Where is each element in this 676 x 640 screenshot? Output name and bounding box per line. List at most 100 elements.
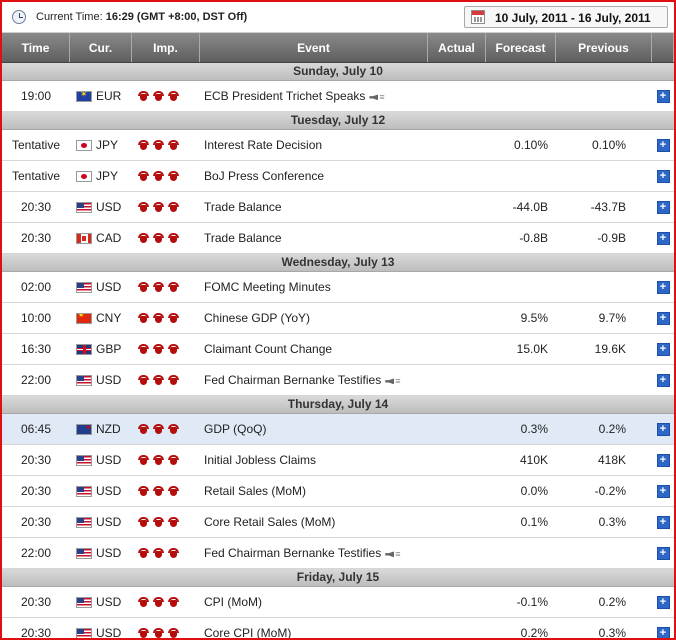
table-row[interactable]: 06:45 NZD GDP (QoQ) 0.3% 0.2% + <box>2 414 674 445</box>
event-currency: JPY <box>96 138 119 152</box>
event-name[interactable]: Fed Chairman Bernanke Testifies <box>204 373 382 387</box>
event-name-cell: Fed Chairman Bernanke Testifies <box>200 365 428 395</box>
column-header-previous[interactable]: Previous <box>556 33 652 62</box>
bull-icon <box>168 485 179 497</box>
table-row[interactable]: Tentative JPY Interest Rate Decision 0.10% 0… <box>2 130 674 161</box>
event-currency-cell: GBP <box>70 334 132 364</box>
bull-icon <box>138 485 149 497</box>
add-cell: + <box>652 223 674 253</box>
day-header: Wednesday, July 13 <box>2 254 674 272</box>
table-row[interactable]: 20:30 USD Trade Balance -44.0B -43.7B + <box>2 192 674 223</box>
event-currency-cell: JPY <box>70 161 132 191</box>
event-forecast: -44.0B <box>512 200 548 214</box>
add-cell: + <box>652 303 674 333</box>
event-currency: USD <box>96 280 122 294</box>
event-name-cell: BoJ Press Conference <box>200 161 428 191</box>
event-name[interactable]: Interest Rate Decision <box>204 138 323 152</box>
event-actual <box>428 587 486 617</box>
event-name[interactable]: Chinese GDP (YoY) <box>204 311 311 325</box>
flag-icon <box>76 516 92 528</box>
calendar-icon[interactable] <box>471 10 485 24</box>
table-row[interactable]: 22:00 USD Fed Chairman Bernanke Testifies + <box>2 365 674 396</box>
add-event-button[interactable]: + <box>656 484 670 498</box>
column-header-importance[interactable]: Imp. <box>132 33 200 62</box>
add-event-button[interactable]: + <box>656 231 670 245</box>
bull-icon <box>153 374 164 386</box>
table-row[interactable]: 20:30 USD Core CPI (MoM) 0.2% 0.3% + <box>2 618 674 640</box>
event-time: 20:30 <box>20 200 52 214</box>
table-row[interactable]: 20:30 USD Retail Sales (MoM) 0.0% -0.2% + <box>2 476 674 507</box>
table-row[interactable]: 20:30 USD Initial Jobless Claims 410K 418K + <box>2 445 674 476</box>
table-row[interactable]: Tentative JPY BoJ Press Conference + <box>2 161 674 192</box>
add-event-button[interactable]: + <box>656 138 670 152</box>
add-event-button[interactable]: + <box>656 89 670 103</box>
add-event-button[interactable]: + <box>656 311 670 325</box>
table-row[interactable]: 10:00 CNY Chinese GDP (YoY) 9.5% 9.7% + <box>2 303 674 334</box>
event-actual <box>428 192 486 222</box>
event-currency-cell: USD <box>70 618 132 640</box>
event-name[interactable]: Trade Balance <box>204 231 282 245</box>
event-time: 02:00 <box>20 280 52 294</box>
event-currency: NZD <box>96 422 121 436</box>
event-name[interactable]: ECB President Trichet Speaks <box>204 89 366 103</box>
add-event-button[interactable]: + <box>656 342 670 356</box>
event-name[interactable]: Core Retail Sales (MoM) <box>204 515 336 529</box>
column-header-currency[interactable]: Cur. <box>70 33 132 62</box>
event-currency: USD <box>96 484 122 498</box>
bull-icon <box>168 232 179 244</box>
event-previous: -43.7B <box>590 200 626 214</box>
add-event-button[interactable]: + <box>656 546 670 560</box>
event-currency: USD <box>96 626 122 640</box>
add-event-button[interactable]: + <box>656 515 670 529</box>
event-name[interactable]: FOMC Meeting Minutes <box>204 280 331 294</box>
add-event-button[interactable]: + <box>656 453 670 467</box>
event-forecast <box>486 81 556 111</box>
column-header-event[interactable]: Event <box>200 33 428 62</box>
date-range-picker[interactable]: 10 July, 2011 - 16 July, 2011 <box>464 6 668 28</box>
event-previous <box>556 81 652 111</box>
table-row[interactable]: 20:30 USD Core Retail Sales (MoM) 0.1% 0.3% + <box>2 507 674 538</box>
table-row[interactable]: 02:00 USD FOMC Meeting Minutes + <box>2 272 674 303</box>
event-name[interactable]: Fed Chairman Bernanke Testifies <box>204 546 382 560</box>
add-cell: + <box>652 192 674 222</box>
event-previous: 0.3% <box>598 626 626 640</box>
add-event-button[interactable]: + <box>656 422 670 436</box>
table-row[interactable]: 19:00 EUR ECB President Trichet Speaks + <box>2 81 674 112</box>
event-name[interactable]: GDP (QoQ) <box>204 422 267 436</box>
event-importance <box>132 365 200 395</box>
event-actual <box>428 414 486 444</box>
add-event-button[interactable]: + <box>656 595 670 609</box>
bull-icon <box>153 170 164 182</box>
bull-icon <box>168 170 179 182</box>
event-name[interactable]: CPI (MoM) <box>204 595 262 609</box>
event-name[interactable]: Initial Jobless Claims <box>204 453 317 467</box>
event-name[interactable]: Trade Balance <box>204 200 282 214</box>
table-row[interactable]: 16:30 GBP Claimant Count Change 15.0K 19.6K + <box>2 334 674 365</box>
event-name[interactable]: Claimant Count Change <box>204 342 333 356</box>
add-event-button[interactable]: + <box>656 373 670 387</box>
column-header-forecast[interactable]: Forecast <box>486 33 556 62</box>
event-name-cell: FOMC Meeting Minutes <box>200 272 428 302</box>
column-header-time[interactable]: Time <box>2 33 70 62</box>
event-currency: USD <box>96 200 122 214</box>
flag-icon <box>76 454 92 466</box>
timezone-label: (GMT +8:00, DST Off) <box>136 11 248 23</box>
event-name[interactable]: BoJ Press Conference <box>204 169 325 183</box>
table-row[interactable]: 20:30 USD CPI (MoM) -0.1% 0.2% + <box>2 587 674 618</box>
event-time: 20:30 <box>20 484 52 498</box>
flag-icon <box>76 232 92 244</box>
add-event-button[interactable]: + <box>656 626 670 638</box>
add-event-button[interactable]: + <box>656 169 670 183</box>
event-currency-cell: CNY <box>70 303 132 333</box>
event-time: 22:00 <box>20 546 52 560</box>
event-actual <box>428 476 486 506</box>
table-row[interactable]: 22:00 USD Fed Chairman Bernanke Testifies + <box>2 538 674 569</box>
add-event-button[interactable]: + <box>656 280 670 294</box>
add-event-button[interactable]: + <box>656 200 670 214</box>
column-header-actual[interactable]: Actual <box>428 33 486 62</box>
event-name[interactable]: Core CPI (MoM) <box>204 626 292 640</box>
add-cell: + <box>652 334 674 364</box>
event-name[interactable]: Retail Sales (MoM) <box>204 484 307 498</box>
table-row[interactable]: 20:30 CAD Trade Balance -0.8B -0.9B + <box>2 223 674 254</box>
